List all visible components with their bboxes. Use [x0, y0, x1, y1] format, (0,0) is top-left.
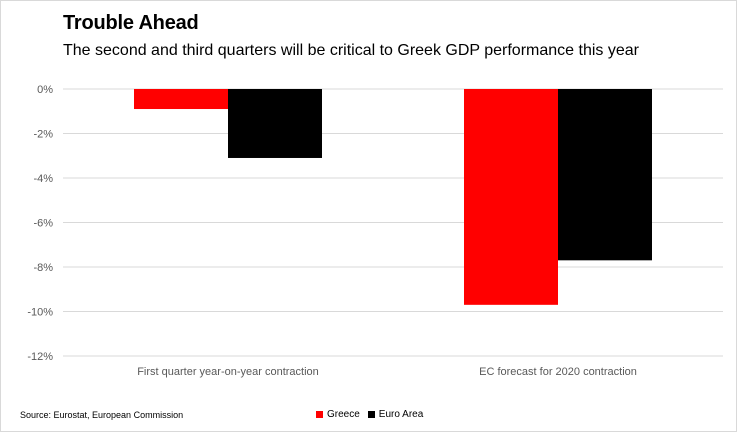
x-tick-label: First quarter year-on-year contraction: [137, 366, 319, 378]
x-tick-label: EC forecast for 2020 contraction: [479, 366, 637, 378]
legend-swatch-euro-area: [367, 411, 375, 418]
y-tick-label: 0%: [37, 84, 53, 96]
legend-item-euro-area: Euro Area: [367, 409, 424, 420]
legend-swatch-greece: [316, 411, 323, 418]
y-tick-label: -4%: [33, 173, 53, 185]
y-tick-label: -2%: [33, 129, 53, 141]
y-tick-label: -12%: [27, 351, 53, 363]
y-tick-label: -10%: [27, 307, 53, 319]
bar-greece: [464, 89, 558, 305]
bar-euro-area: [228, 89, 322, 158]
source-note: Source: Eurostat, European Commission: [20, 410, 184, 420]
bar-greece: [134, 89, 228, 110]
legend: Greece Euro Area: [316, 409, 431, 420]
y-tick-label: -8%: [33, 262, 53, 274]
legend-label-greece: Greece: [327, 409, 360, 420]
legend-label-euro-area: Euro Area: [378, 409, 424, 420]
chart-title: Trouble Ahead: [63, 12, 199, 34]
y-tick-label: -6%: [33, 218, 53, 230]
legend-item-greece: Greece: [316, 409, 360, 420]
bar-euro-area: [558, 89, 652, 261]
chart-subtitle: The second and third quarters will be cr…: [63, 42, 639, 59]
